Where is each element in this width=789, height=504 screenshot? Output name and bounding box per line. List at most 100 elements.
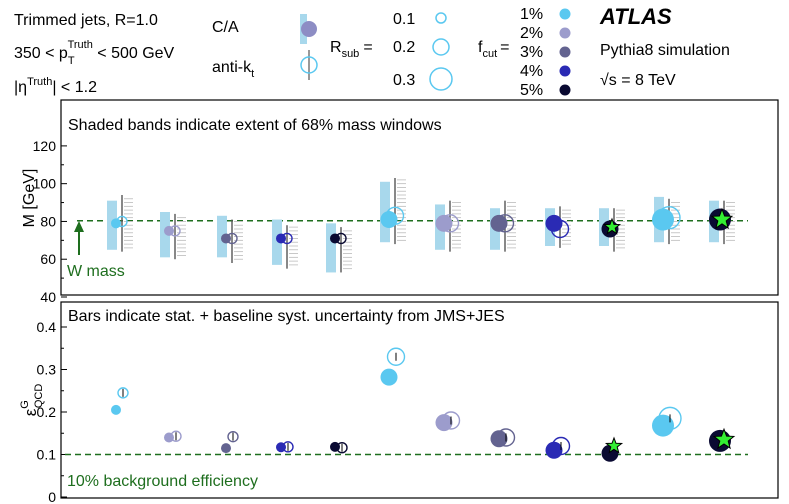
ca-mass-marker: [652, 208, 674, 231]
legend-ca-marker: [301, 21, 317, 37]
bottom-panel-frame: [60, 301, 779, 499]
top-ytick-label: 100: [33, 176, 57, 192]
akt-eff-marker: [551, 436, 571, 456]
bottom-ytick-label: 0.1: [37, 447, 57, 463]
legend-fcut-marker: [559, 65, 571, 77]
legend-fcut-marker: [559, 8, 571, 20]
ca-mass-marker: [330, 233, 340, 244]
akt-eff-marker: [336, 442, 348, 454]
optimal-star-marker: [604, 436, 624, 454]
akt-eff-marker: [117, 387, 129, 399]
top-panel-ylabel: M [GeV]: [21, 169, 38, 228]
ca-eff-marker: [652, 414, 674, 437]
legend-rsub-marker: [432, 38, 450, 56]
top-panel-annotation: Shaded bands indicate extent of 68% mass…: [68, 117, 442, 134]
top-ytick-label: 120: [33, 138, 57, 154]
top-ytick-label: 60: [40, 251, 56, 267]
legend-fcut-label: fcut =: [478, 39, 509, 60]
bottom-panel-annotation: Bars indicate stat. + baseline syst. unc…: [68, 308, 505, 325]
atlas-label: ATLAS Pythia8 simulation √s = 8 TeV: [599, 4, 730, 89]
bottom-ytick-label: 0.2: [37, 404, 57, 420]
legend-rsub-value: 0.1: [393, 11, 415, 28]
ca-mass-marker: [276, 233, 286, 244]
ca-eff-marker: [221, 443, 231, 454]
akt-eff-marker: [386, 347, 406, 366]
akt-mass-marker: [116, 215, 128, 228]
akt-mass-marker: [335, 232, 347, 245]
legend-fcut-value: 5%: [520, 82, 543, 99]
ca-mass-marker: [221, 233, 231, 244]
optimal-star-marker: [712, 427, 736, 450]
akt-mass-marker: [550, 219, 570, 239]
ca-mass-marker: [435, 214, 453, 232]
legend-fcut-marker: [559, 27, 571, 39]
akt-mass-marker: [169, 225, 181, 237]
akt-mass-marker: [385, 206, 405, 225]
akt-eff-marker: [441, 411, 461, 430]
info-line-jets: Trimmed jets, R=1.0: [14, 12, 158, 29]
bottom-panel: Bars indicate stat. + baseline syst. unc…: [19, 301, 779, 504]
ca-eff-marker: [435, 414, 453, 432]
legend-fcut-value: 1%: [520, 6, 543, 23]
bottom-panel-yticks: 0 0.1 0.2 0.3 0.4: [37, 319, 67, 504]
akt-mass-marker: [657, 205, 681, 230]
legend-fcut: fcut = 1% 2% 3% 4% 5%: [478, 6, 571, 99]
bottom-panel-ylabel: εG QCD: [19, 384, 45, 417]
legend-fcut-marker: [559, 84, 571, 96]
legend-fcut-marker: [559, 46, 571, 58]
legend-fcut-value: 4%: [520, 63, 543, 80]
energy-label: √s = 8 TeV: [600, 72, 676, 89]
info-line-eta: |ηTruth| < 1.2: [14, 76, 97, 96]
legend-rsub-marker: [429, 67, 453, 91]
w-mass-label: W mass: [67, 263, 125, 280]
legend-rsub-value: 0.2: [393, 39, 415, 56]
akt-eff-marker: [658, 406, 682, 431]
akt-eff-marker: [282, 441, 294, 453]
mass-window-band: [272, 219, 282, 265]
optimal-star-marker: [710, 207, 734, 230]
legend-fcut-value: 2%: [520, 25, 543, 42]
ca-mass-marker: [164, 225, 174, 236]
bkg-eff-label: 10% background efficiency: [67, 473, 258, 490]
ca-mass-marker: [111, 218, 121, 229]
bottom-panel-marks: [65, 347, 748, 462]
ca-eff-marker: [164, 432, 174, 443]
top-panel-yticks: 40 60 80 100 120: [33, 138, 67, 305]
bottom-ytick-label: 0.3: [37, 362, 57, 378]
mass-window-band: [380, 181, 390, 243]
akt-mass-marker: [281, 232, 293, 245]
legend-rsub-label: Rsub =: [330, 39, 373, 60]
atlas-subtitle: Pythia8 simulation: [600, 42, 730, 59]
ca-mass-marker: [380, 211, 398, 229]
legend-algorithms: C/A anti-kt: [212, 14, 318, 80]
legend-akt-marker: [300, 56, 318, 74]
ca-eff-marker: [490, 430, 508, 448]
mass-window-band: [326, 223, 336, 273]
akt-eff-marker: [496, 428, 516, 447]
top-panel-frame: [60, 99, 779, 296]
legend-ca-label: C/A: [212, 19, 239, 36]
ca-mass-marker: [490, 214, 508, 232]
info-line-pt: 350 < pTTruth < 500 GeV: [14, 39, 175, 67]
mass-window-band: [160, 212, 170, 258]
optimal-star-marker: [602, 217, 622, 235]
top-ytick-label: 80: [40, 213, 56, 229]
bottom-ytick-label: 0.4: [37, 319, 57, 335]
akt-mass-marker: [495, 214, 515, 233]
legend-fcut-value: 3%: [520, 44, 543, 61]
top-panel: Shaded bands indicate extent of 68% mass…: [21, 99, 779, 305]
top-ytick-label: 40: [40, 289, 56, 305]
info-block: Trimmed jets, R=1.0 350 < pTTruth < 500 …: [14, 12, 175, 96]
top-panel-marks: [77, 178, 748, 273]
ca-eff-marker: [111, 404, 121, 415]
akt-mass-marker: [226, 232, 238, 245]
akt-eff-marker: [170, 430, 182, 442]
bottom-ytick-label: 0: [48, 489, 56, 504]
ca-eff-marker: [380, 368, 398, 386]
akt-mass-marker: [440, 214, 460, 233]
legend-rsub: Rsub = 0.1 0.2 0.3: [330, 11, 453, 91]
legend-akt-label: anti-kt: [212, 59, 254, 80]
akt-eff-marker: [227, 430, 239, 443]
w-mass-arrow: [74, 221, 84, 255]
